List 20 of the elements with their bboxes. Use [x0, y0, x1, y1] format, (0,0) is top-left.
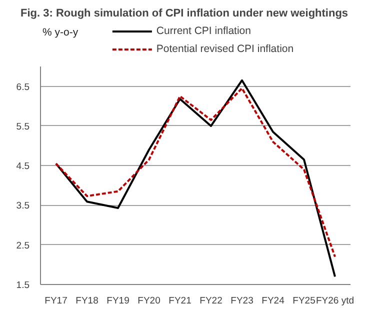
x-tick-label: FY18: [76, 296, 98, 306]
x-tick-label: FY25: [292, 296, 316, 306]
x-tick-label: FY19: [106, 296, 130, 306]
legend-label: Current CPI inflation: [156, 24, 251, 38]
y-tick-label: 1.5: [16, 280, 30, 291]
x-tick-label: FY24: [262, 296, 284, 306]
y-tick-label: 3.5: [16, 200, 30, 212]
legend-label: Potential revised CPI inflation: [156, 42, 294, 56]
x-tick-label: FY26 ytd: [316, 296, 354, 306]
x-tick-label: FY21: [168, 296, 192, 306]
x-tick-label: FY20: [138, 296, 160, 306]
x-tick-label: FY17: [44, 296, 68, 306]
chart-title: Fig. 3: Rough simulation of CPI inflation under new weightings: [20, 8, 348, 20]
y-tick-label: 6.5: [16, 82, 30, 93]
x-tick-label: FY23: [230, 296, 254, 306]
x-tick-label: FY22: [200, 296, 222, 306]
y-tick-label: 4.5: [16, 161, 30, 172]
y-tick-label: 2.5: [16, 240, 30, 252]
y-tick-label: 5.5: [16, 121, 30, 132]
y-axis-title: % y-o-y: [42, 26, 79, 38]
